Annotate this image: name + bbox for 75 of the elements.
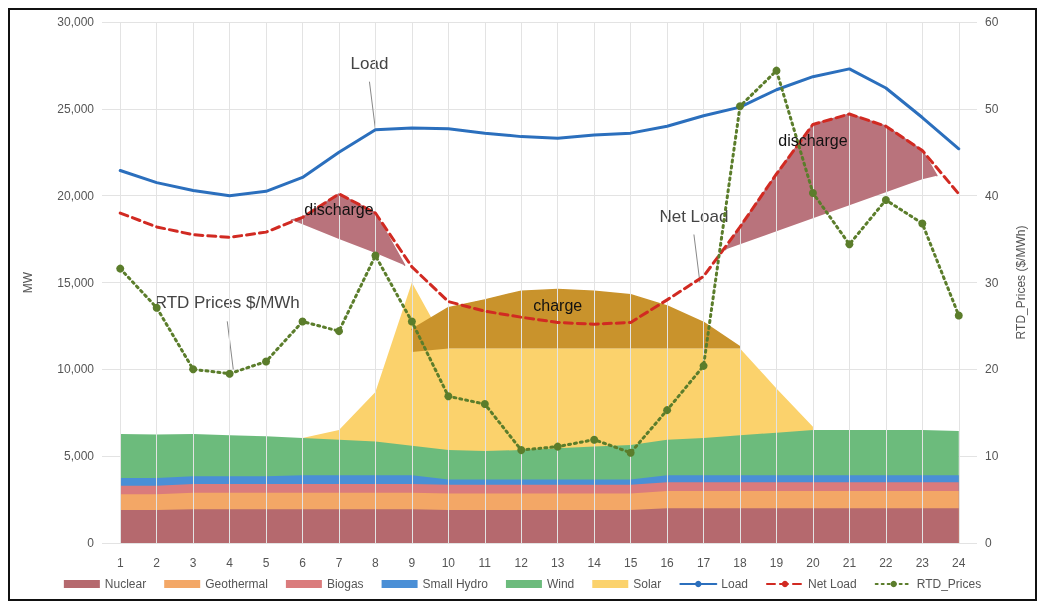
legend-label: Net Load [807, 577, 857, 591]
point [845, 240, 854, 249]
y2-tick-label: 10 [985, 449, 999, 464]
legend-label: Biogas [326, 577, 364, 591]
y2-tick-label: 30 [985, 275, 999, 290]
point [590, 435, 599, 444]
x-tick-label: 18 [733, 556, 748, 570]
x-tick-label: 12 [514, 556, 529, 570]
x-tick-label: 5 [262, 556, 270, 570]
point [444, 392, 453, 401]
point [881, 196, 890, 205]
y2-tick-label: 40 [985, 188, 999, 203]
x-tick-label: 14 [587, 556, 602, 570]
y-tick-label: 25,000 [57, 101, 95, 116]
point [553, 442, 562, 451]
x-tick-label: 2 [153, 556, 161, 570]
x-tick-label: 19 [769, 556, 784, 570]
y-tick-label: 15,000 [57, 275, 95, 290]
x-tick-label: 10 [441, 556, 456, 570]
x-tick-label: 20 [806, 556, 820, 570]
point [371, 251, 380, 260]
y2-tick-label: 20 [985, 362, 999, 377]
y2-axis-title: RTD_Prices ($/MWh) [1014, 225, 1028, 340]
point [189, 365, 198, 374]
x-tick-label: 9 [408, 556, 416, 570]
point [808, 189, 817, 198]
x-tick-label: 15 [623, 556, 638, 570]
y2-tick-label: 0 [985, 536, 992, 550]
x-tick-label: 23 [915, 556, 930, 570]
point [334, 327, 343, 336]
y-tick-label: 30,000 [57, 15, 95, 29]
line-series [118, 112, 961, 326]
point [626, 448, 635, 457]
point [298, 317, 307, 326]
line-series [118, 67, 961, 198]
point [480, 400, 489, 409]
x-tick-label: 11 [478, 556, 492, 570]
point [772, 66, 781, 75]
y-tick-label: 10,000 [57, 362, 95, 377]
x-tick-label: 7 [335, 556, 343, 570]
y-tick-label: 0 [87, 536, 95, 550]
point [262, 357, 271, 366]
point [918, 219, 927, 228]
legend-label: Solar [633, 577, 662, 591]
annotation: Load [350, 53, 389, 73]
point [225, 369, 234, 378]
x-tick-label: 3 [189, 556, 197, 570]
legend-label: Small Hydro [422, 577, 489, 591]
legend-label: Wind [546, 577, 575, 591]
y2-tick-label: 60 [985, 15, 999, 29]
x-tick-label: 4 [226, 556, 234, 570]
point [736, 102, 745, 111]
legend-label: Nuclear [104, 577, 147, 591]
y-axis-title: MW [21, 271, 35, 294]
x-tick-label: 8 [372, 556, 380, 570]
point [116, 264, 125, 273]
point [517, 446, 526, 455]
legend-label: Load [721, 577, 748, 591]
y2-tick-label: 50 [985, 101, 999, 116]
x-tick-label: 24 [952, 556, 966, 570]
y-tick-label: 5,000 [63, 449, 95, 464]
point [663, 406, 672, 415]
x-tick-label: 17 [696, 556, 711, 570]
point [954, 311, 963, 320]
x-tick-label: 13 [551, 556, 565, 570]
point [699, 361, 708, 370]
point [407, 317, 416, 326]
x-tick-label: 22 [879, 556, 893, 570]
x-tick-label: 6 [299, 556, 307, 570]
legend-label: RTD_Prices [916, 577, 982, 591]
x-tick-label: 16 [660, 556, 675, 570]
y-tick-label: 20,000 [57, 188, 95, 203]
x-tick-label: 1 [116, 556, 124, 570]
x-tick-label: 21 [842, 556, 857, 570]
legend-label: Geothermal [205, 577, 268, 591]
